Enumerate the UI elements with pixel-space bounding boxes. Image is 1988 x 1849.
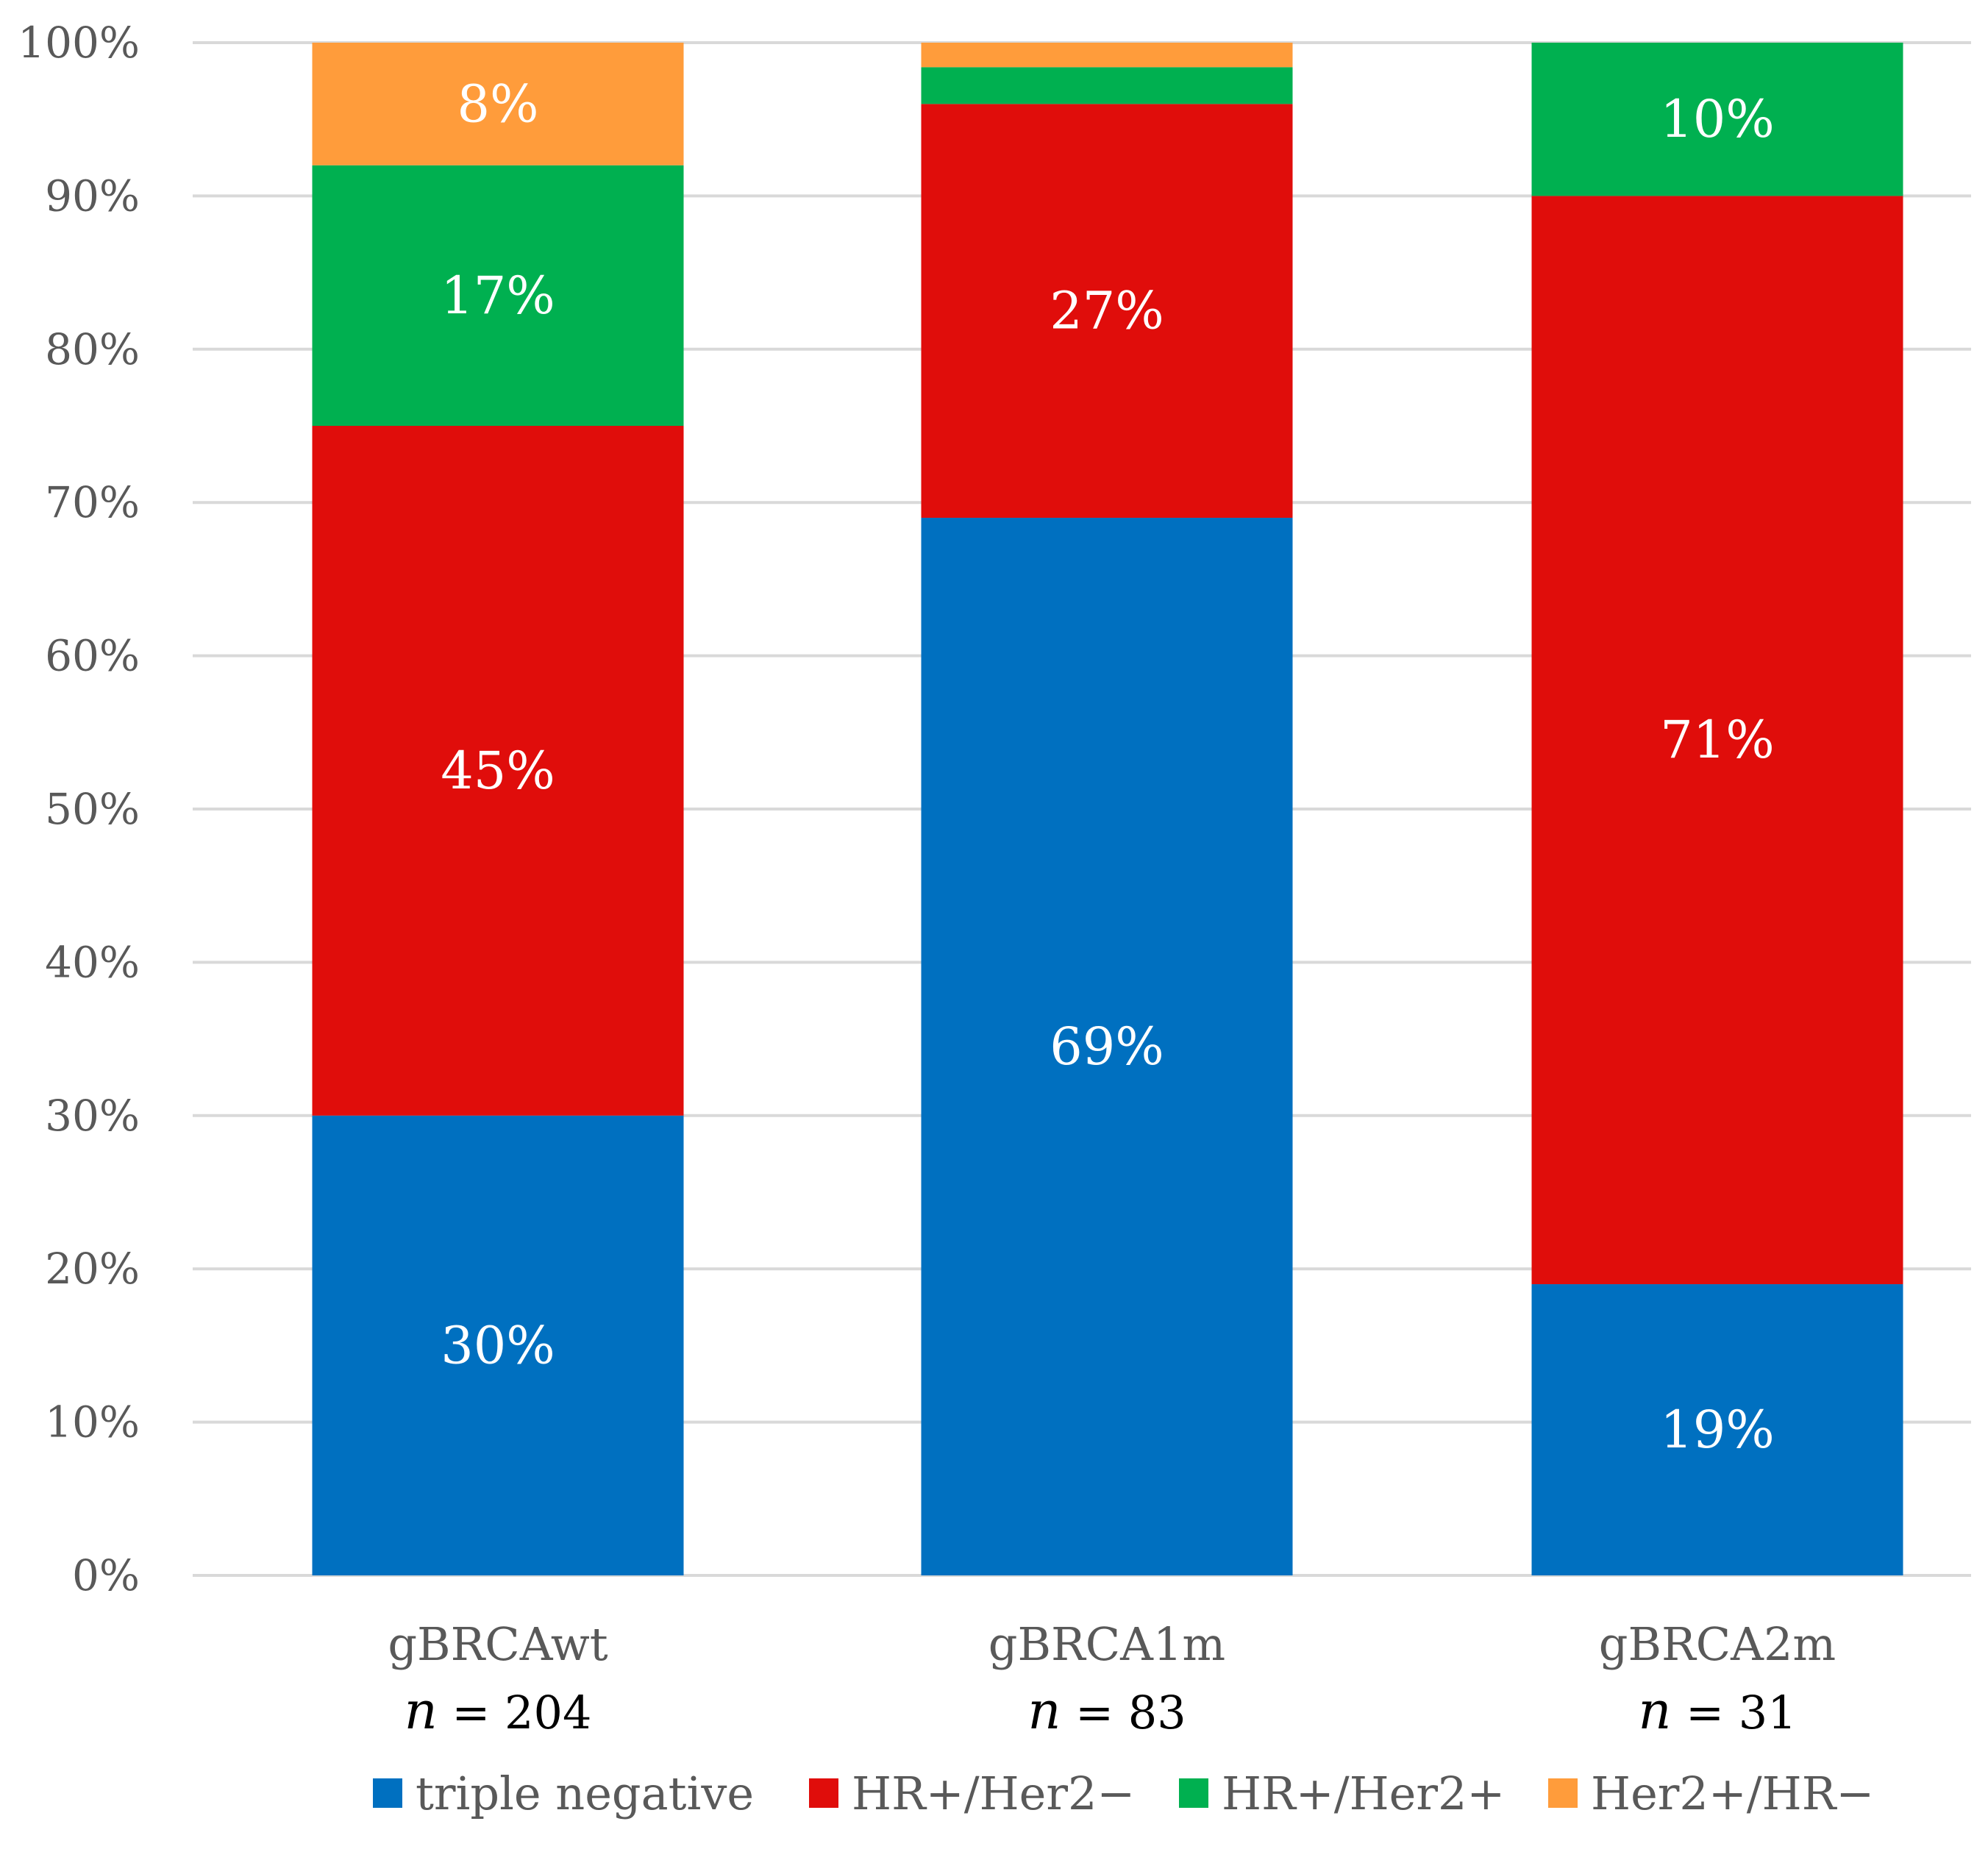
legend-label: HR+/Her2+: [1222, 1767, 1505, 1820]
y-tick-label: 90%: [45, 171, 140, 221]
y-tick-label: 40%: [45, 937, 140, 987]
y-tick-label: 10%: [45, 1397, 140, 1447]
bar-segment: [921, 67, 1293, 104]
x-axis-categories: gBRCAwt n = 204 gBRCA1m n = 83 gBRCA2m n = 31: [388, 1617, 1836, 1741]
y-tick-label: 70%: [45, 477, 140, 527]
y-tick-label: 60%: [45, 631, 140, 681]
legend-swatch: [809, 1778, 838, 1808]
legend-swatch: [373, 1778, 402, 1808]
data-label: 30%: [441, 1315, 555, 1375]
y-tick-label: 50%: [45, 784, 140, 834]
data-label: 45%: [441, 741, 555, 801]
legend: triple negative HR+/Her2− HR+/Her2+ Her2+/H…: [373, 1767, 1874, 1820]
data-label: 10%: [1660, 89, 1775, 149]
legend-swatch: [1179, 1778, 1208, 1808]
bar-segment: [312, 43, 684, 165]
n-count-label: n = 204: [405, 1681, 592, 1741]
legend-label: HR+/Her2−: [852, 1767, 1135, 1820]
bar-segment: [312, 426, 684, 1116]
data-label: 19%: [1660, 1400, 1775, 1460]
bar-segment: [921, 518, 1293, 1575]
data-label: 27%: [1050, 281, 1164, 341]
bar-segment: [921, 43, 1293, 68]
bars: [312, 43, 1903, 1575]
bar-segment: [1531, 196, 1903, 1285]
y-tick-label: 30%: [45, 1091, 140, 1141]
y-axis-ticks: 0% 10% 20% 30% 40% 50% 60% 70% 80% 90% 100%: [18, 18, 140, 1600]
x-category-label: gBRCA1m: [988, 1617, 1225, 1671]
data-labels: 30% 45% 17% 8% 69% 27% 19% 71% 10%: [441, 74, 1775, 1460]
legend-label: Her2+/HR−: [1591, 1767, 1874, 1820]
y-tick-label: 20%: [45, 1244, 140, 1294]
x-category-label: gBRCA2m: [1599, 1617, 1836, 1671]
y-tick-label: 0%: [72, 1550, 140, 1600]
n-count-label: n = 31: [1638, 1681, 1796, 1741]
data-label: 69%: [1050, 1016, 1164, 1077]
x-category-label: gBRCAwt: [388, 1617, 608, 1671]
y-tick-label: 80%: [45, 324, 140, 374]
bar-segment: [312, 165, 684, 426]
bar-segment: [1531, 43, 1903, 196]
data-label: 71%: [1660, 710, 1775, 770]
legend-swatch: [1548, 1778, 1578, 1808]
y-tick-label: 100%: [18, 18, 140, 68]
data-label: 17%: [441, 266, 555, 326]
data-label: 8%: [457, 74, 538, 134]
bar-segment: [1531, 1284, 1903, 1575]
bar-segment: [921, 104, 1293, 519]
legend-label: triple negative: [416, 1767, 754, 1820]
bar-segment: [312, 1115, 684, 1575]
n-count-label: n = 83: [1027, 1681, 1186, 1741]
